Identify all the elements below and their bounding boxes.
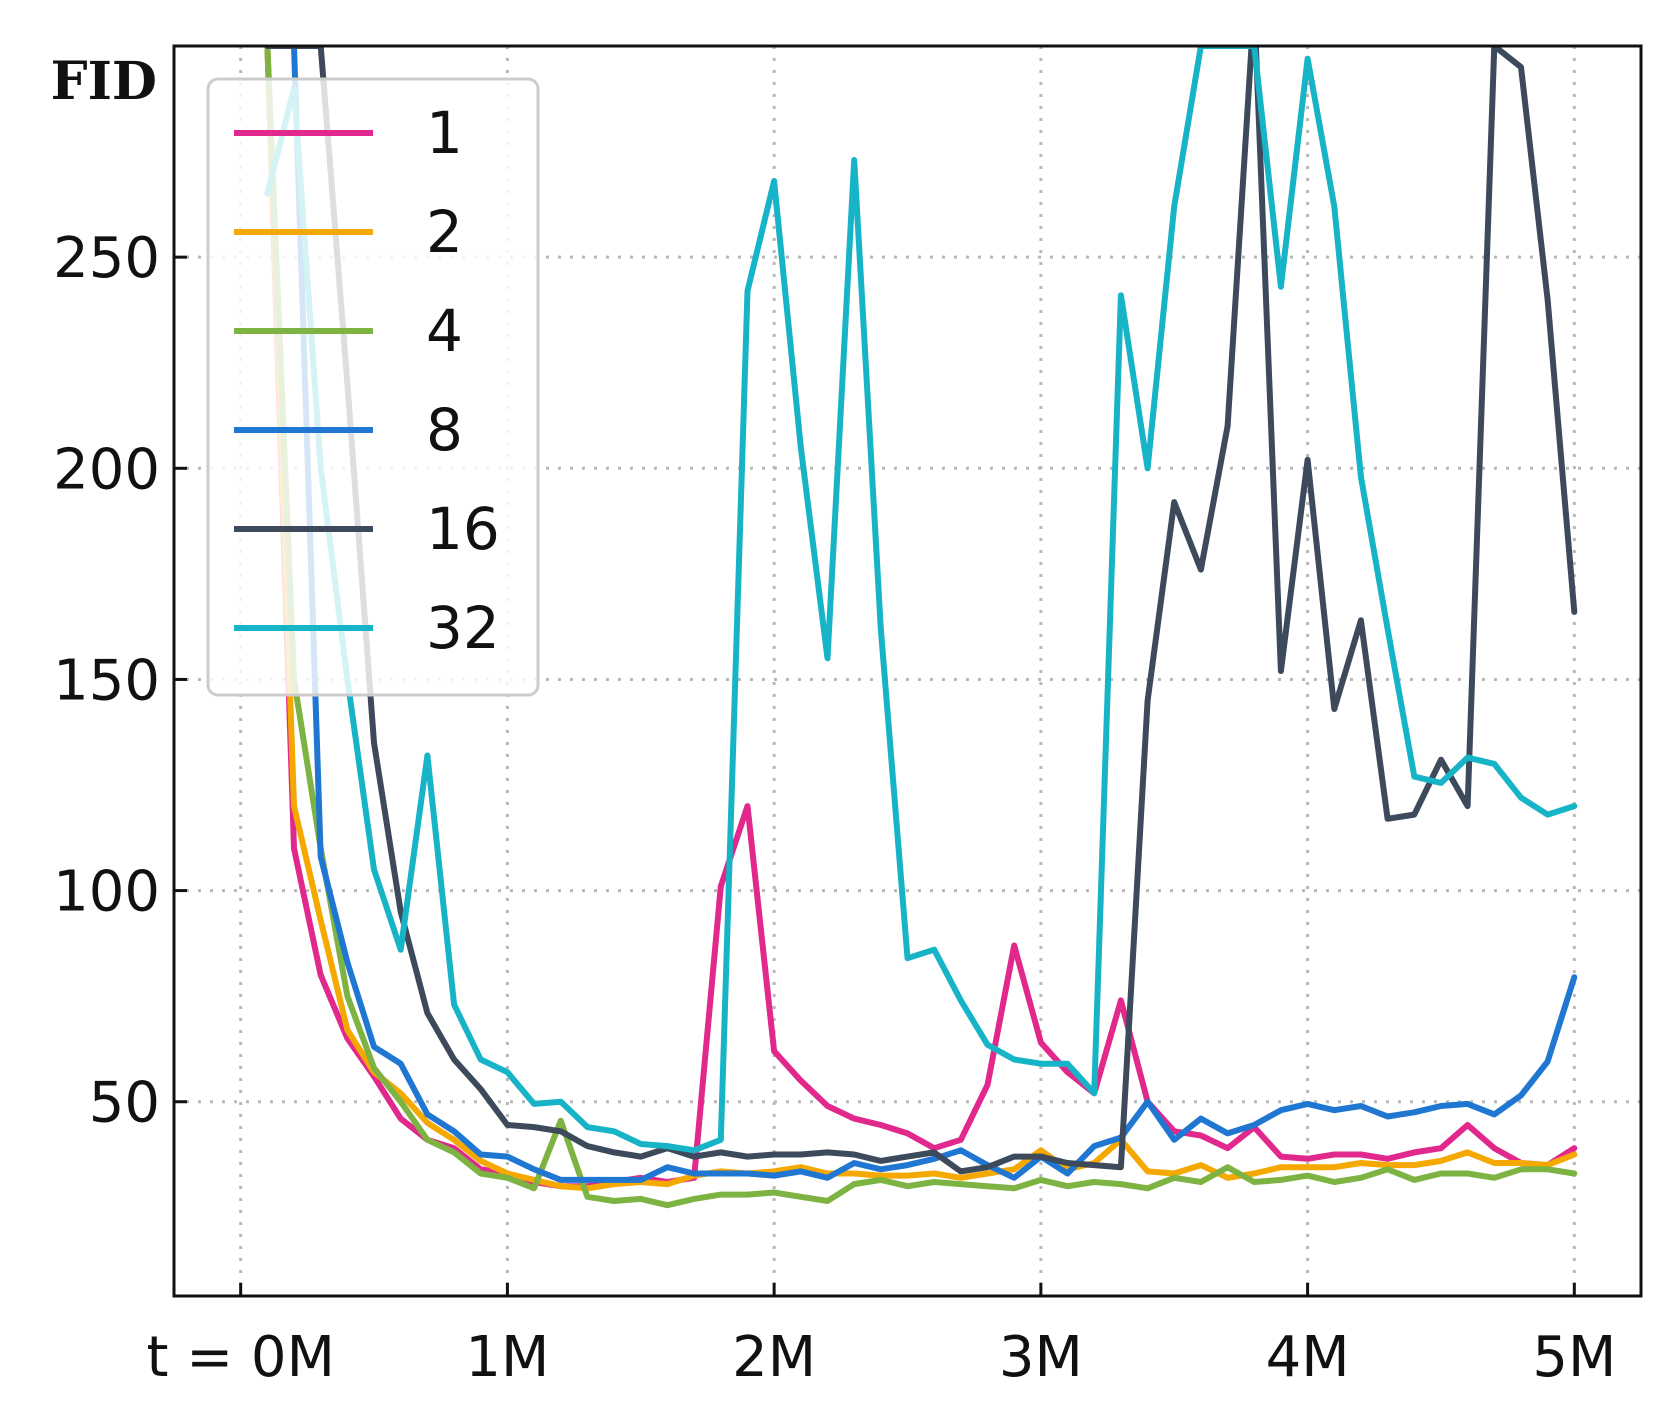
legend-label-1: 1 xyxy=(426,99,463,167)
legend-label-8: 8 xyxy=(426,396,463,464)
series-lines xyxy=(264,46,1578,1209)
y-tick-labels: 50 100 150 200 250 xyxy=(53,226,160,1136)
y-axis-label: FID xyxy=(51,51,157,112)
legend-label-16: 16 xyxy=(426,495,500,563)
legend-label-4: 4 xyxy=(426,297,463,365)
plot-frame xyxy=(172,44,1643,1298)
series-line-4 xyxy=(264,46,1578,1209)
series-line-16 xyxy=(264,46,1578,1175)
y-tick-label: 150 xyxy=(53,648,160,713)
x-tick-label: t = 0M xyxy=(146,1325,334,1390)
y-tick-label: 200 xyxy=(53,437,160,502)
y-tick-label: 100 xyxy=(53,860,160,925)
legend: 1 2 4 8 16 32 xyxy=(206,77,540,697)
x-tick-label: 5M xyxy=(1532,1325,1616,1390)
x-tick-label: 4M xyxy=(1266,1325,1350,1390)
y-tick-label: 50 xyxy=(89,1071,160,1136)
x-tick-label: 2M xyxy=(732,1325,816,1390)
series-line-2 xyxy=(264,46,1578,1192)
legend-label-32: 32 xyxy=(426,594,500,662)
series-line-32 xyxy=(264,46,1578,1154)
x-tick-label: 1M xyxy=(465,1325,549,1390)
x-tick-labels: t = 0M 1M 2M 3M 4M 5M xyxy=(146,1325,1616,1390)
series-line-1 xyxy=(264,46,1578,1190)
x-tick-label: 3M xyxy=(999,1325,1083,1390)
y-tick-label: 250 xyxy=(53,226,160,291)
legend-label-2: 2 xyxy=(426,198,463,266)
axis-ticks xyxy=(174,255,1576,1296)
series-line-8 xyxy=(264,46,1578,1183)
